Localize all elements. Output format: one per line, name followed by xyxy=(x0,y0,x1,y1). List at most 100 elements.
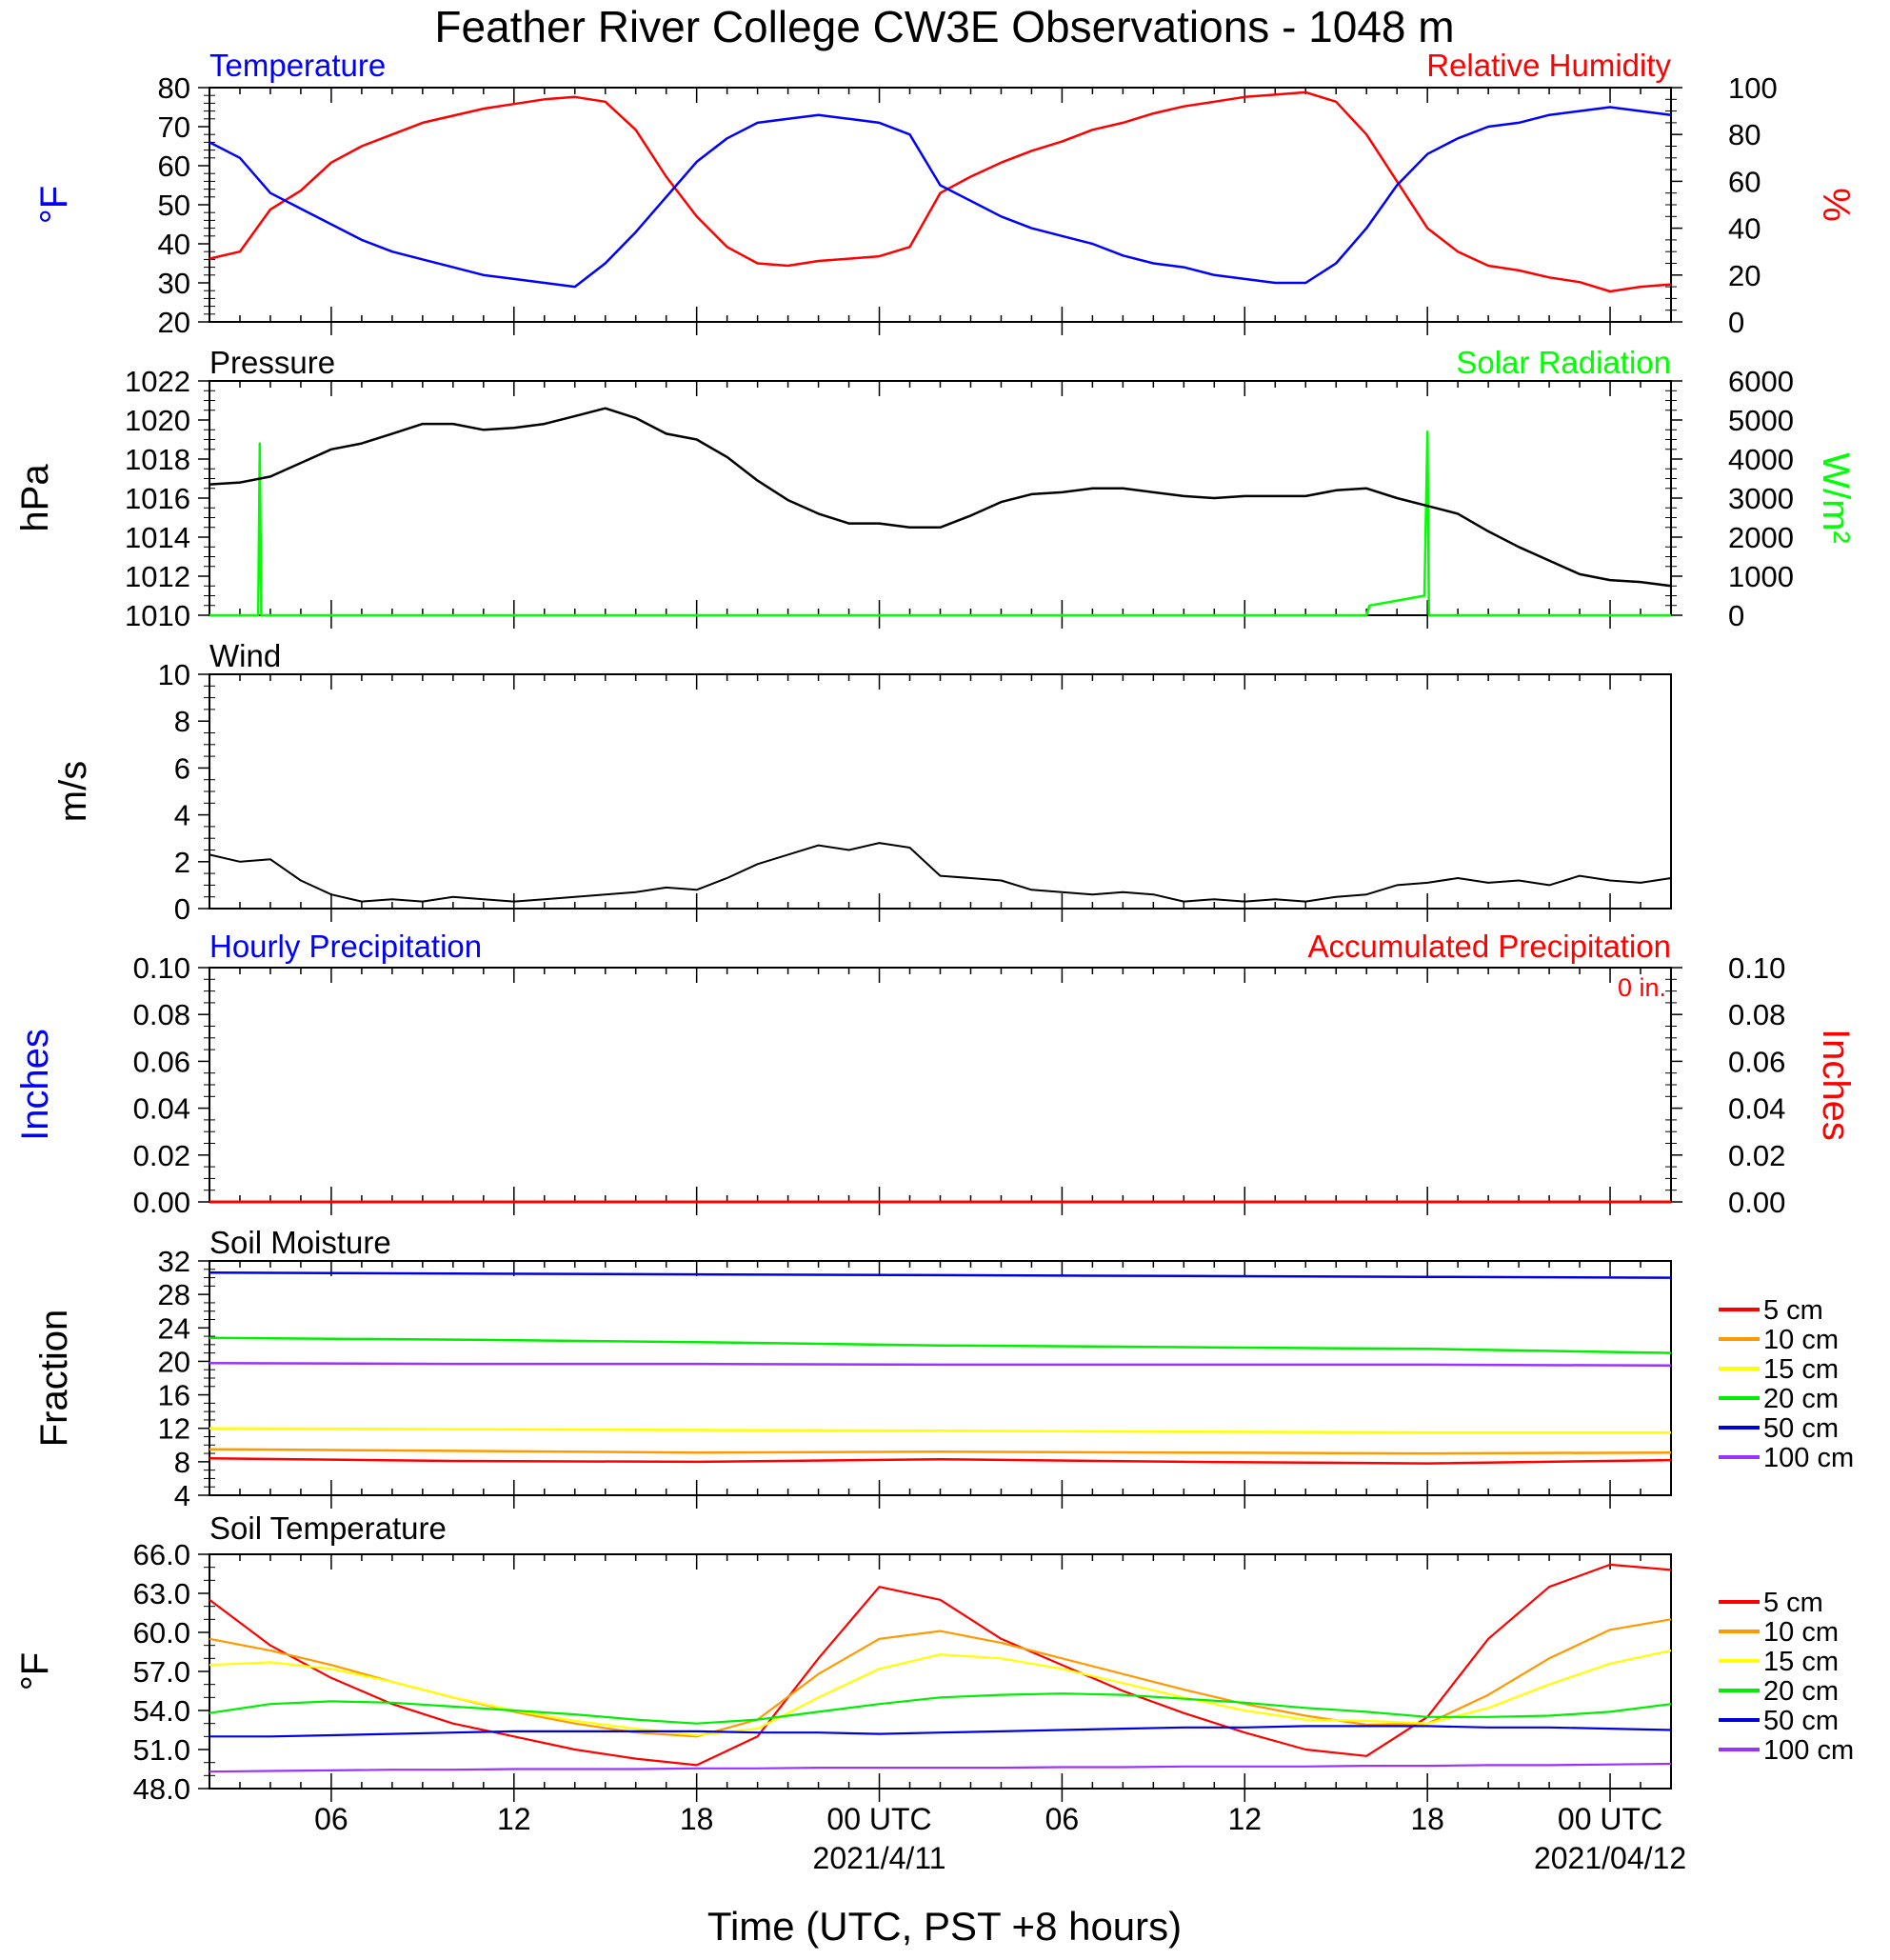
soil_moisture-y-tick-label: 4 xyxy=(174,1479,190,1512)
soil_moisture-y-tick-label: 8 xyxy=(174,1446,190,1479)
pressure-y2-tick-label: 1000 xyxy=(1728,560,1794,593)
rh-panel-title: Relative Humidity xyxy=(1426,48,1671,83)
soil-temp-line-50cm xyxy=(209,1725,1672,1738)
wind-y-tick-label: 8 xyxy=(174,705,190,738)
pressure-y2-tick-label: 3000 xyxy=(1728,482,1794,515)
chart-title: Feather River College CW3E Observations … xyxy=(434,2,1454,51)
pressure-plot-frame xyxy=(209,380,1672,616)
x-tick-label: 12 xyxy=(1227,1802,1262,1836)
pressure-y-tick-label: 1014 xyxy=(125,521,190,554)
soil-moisture-legend-label: 15 cm xyxy=(1763,1354,1839,1385)
soil_moisture-y-tick-label: 28 xyxy=(158,1278,190,1311)
soil-temp-line-5cm xyxy=(209,1563,1672,1767)
soil-temp-legend-label: 100 cm xyxy=(1763,1735,1854,1766)
wind-y-tick-label: 4 xyxy=(174,799,190,832)
pressure-y2-tick-label: 0 xyxy=(1728,599,1744,632)
precip-y-tick-label: 0.08 xyxy=(133,998,190,1031)
precip-y2-tick-label: 0.10 xyxy=(1728,951,1785,985)
solar-axis-label: W/m² xyxy=(1815,452,1857,544)
x-axis-title: Time (UTC, PST +8 hours) xyxy=(707,1904,1182,1949)
soil_moisture-y-tick-label: 20 xyxy=(158,1345,190,1378)
precip-y-tick-label: 0.10 xyxy=(133,951,190,985)
temp_rh-y-tick-label: 60 xyxy=(158,150,190,183)
precip-y2-tick-label: 0.02 xyxy=(1728,1139,1785,1172)
precip-y-tick-label: 0.00 xyxy=(133,1186,190,1219)
x-tick-label: 06 xyxy=(314,1802,348,1836)
soil-temp-legend-label: 15 cm xyxy=(1763,1647,1839,1677)
soil_moisture-y-tick-label: 12 xyxy=(158,1412,190,1446)
pressure-y-tick-label: 1012 xyxy=(125,560,190,593)
wind-y-tick-label: 10 xyxy=(158,658,190,691)
pressure-panel-title: Pressure xyxy=(209,345,335,380)
pressure-series-line xyxy=(209,407,1672,588)
soil-moisture-panel-title: Soil Moisture xyxy=(209,1225,391,1260)
soil_temp-y-tick-label: 54.0 xyxy=(133,1694,190,1728)
soil_moisture-y-tick-label: 16 xyxy=(158,1379,190,1412)
wind-speed-series-line xyxy=(209,842,1672,903)
soil-moisture-line-5cm xyxy=(209,1457,1672,1465)
soil-moisture-legend-label: 100 cm xyxy=(1763,1443,1854,1473)
precip-y-tick-label: 0.06 xyxy=(133,1045,190,1078)
wind-y-tick-label: 0 xyxy=(174,892,190,926)
pressure-y-tick-label: 1022 xyxy=(125,365,190,398)
temperature-panel-title: Temperature xyxy=(209,48,386,83)
wind-y-tick-label: 2 xyxy=(174,846,190,879)
hourly-precip-axis-label: Inches xyxy=(14,1029,56,1141)
soil-moisture-line-20cm xyxy=(209,1336,1672,1354)
wind-axis-label: m/s xyxy=(52,761,94,822)
precip-y2-tick-label: 0.06 xyxy=(1728,1045,1785,1078)
soil-moisture-line-50cm xyxy=(209,1271,1672,1279)
precip-y2-tick-label: 0.00 xyxy=(1728,1186,1785,1219)
soil-moisture-line-10cm xyxy=(209,1448,1672,1455)
rh-series-line xyxy=(209,90,1672,293)
precip-plot-frame xyxy=(209,967,1672,1203)
soil_temp-y-tick-label: 48.0 xyxy=(133,1772,190,1806)
temp_rh-y2-tick-label: 100 xyxy=(1728,71,1778,105)
soil-temp-line-10cm xyxy=(209,1618,1672,1738)
soil_temp-y-tick-label: 57.0 xyxy=(133,1655,190,1689)
x-tick-label: 06 xyxy=(1045,1802,1080,1836)
soil-moisture-line-100cm xyxy=(209,1361,1672,1368)
pressure-y2-tick-label: 2000 xyxy=(1728,521,1794,554)
x-tick-label: 00 UTC xyxy=(826,1802,931,1836)
soil-moisture-legend-label: 5 cm xyxy=(1763,1295,1823,1326)
x-tick-label: 18 xyxy=(680,1802,714,1836)
soil_moisture-y-tick-label: 24 xyxy=(158,1311,190,1345)
temp_rh-y2-tick-label: 20 xyxy=(1728,259,1761,292)
x-tick-label: 18 xyxy=(1410,1802,1444,1836)
accumulated-precip-title: Accumulated Precipitation xyxy=(1307,929,1671,964)
precip-y-tick-label: 0.02 xyxy=(133,1139,190,1172)
precip-y2-tick-label: 0.08 xyxy=(1728,998,1785,1031)
pressure-y-tick-label: 1018 xyxy=(125,443,190,476)
pressure-y-tick-label: 1016 xyxy=(125,482,190,515)
x-tick-label: 12 xyxy=(497,1802,531,1836)
temperature-series-line xyxy=(209,106,1672,289)
x-tick-date-label: 2021/4/11 xyxy=(813,1841,946,1875)
soil-temp-legend-label: 50 cm xyxy=(1763,1706,1839,1736)
soil-temp-line-20cm xyxy=(209,1692,1672,1725)
temperature-axis-label: °F xyxy=(33,186,75,224)
temp_rh-plot-frame xyxy=(209,87,1672,323)
soil_temp-y-tick-label: 51.0 xyxy=(133,1733,190,1767)
wind-panel-title: Wind xyxy=(209,638,281,673)
soil_temp-y-tick-label: 63.0 xyxy=(133,1577,190,1610)
soil-moisture-legend-label: 10 cm xyxy=(1763,1325,1839,1355)
precip-y2-tick-label: 0.04 xyxy=(1728,1092,1785,1126)
soil-moisture-legend-label: 20 cm xyxy=(1763,1384,1839,1414)
temp_rh-y2-tick-label: 0 xyxy=(1728,306,1744,339)
pressure-y2-tick-label: 6000 xyxy=(1728,365,1794,398)
soil_moisture-y-tick-label: 32 xyxy=(158,1245,190,1278)
x-tick-date-label: 2021/04/12 xyxy=(1534,1841,1686,1875)
soil-moisture-axis-label: Fraction xyxy=(33,1310,75,1448)
soil-temp-line-15cm xyxy=(209,1650,1672,1737)
soil-temp-legend-label: 10 cm xyxy=(1763,1617,1839,1648)
pressure-y2-tick-label: 4000 xyxy=(1728,443,1794,476)
x-tick-label: 00 UTC xyxy=(1558,1802,1662,1836)
wind-plot-frame xyxy=(209,673,1672,910)
pressure-y-tick-label: 1010 xyxy=(125,599,190,632)
temp_rh-y-tick-label: 20 xyxy=(158,306,190,339)
temp_rh-y2-tick-label: 40 xyxy=(1728,212,1761,246)
temp_rh-y-tick-label: 30 xyxy=(158,267,190,300)
